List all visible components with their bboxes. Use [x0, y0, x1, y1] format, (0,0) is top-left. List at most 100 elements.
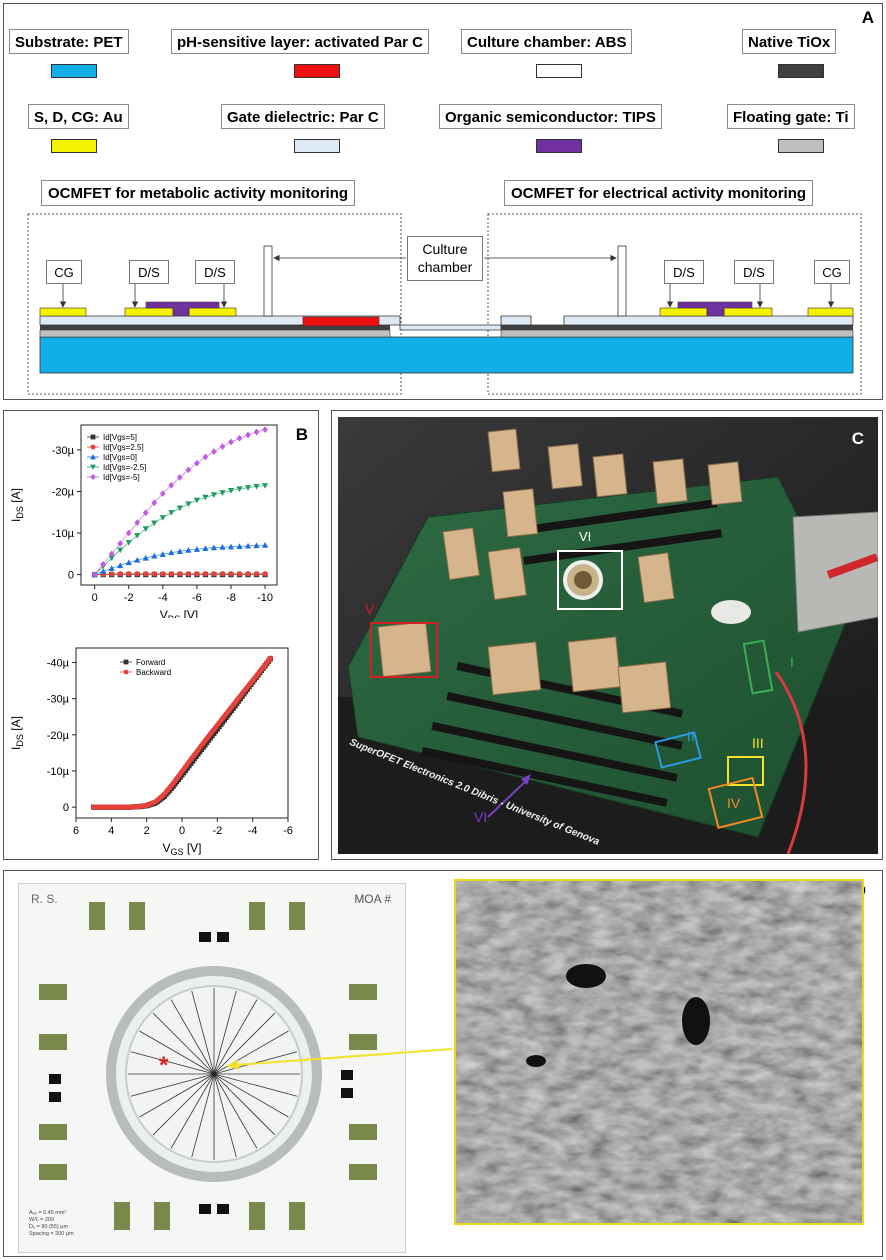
swatch-native-tiox — [778, 64, 824, 78]
x-tick-label: 4 — [108, 825, 114, 837]
x-tick-label: -2 — [124, 592, 134, 604]
x-axis-label: VGS [V] — [162, 841, 201, 857]
data-point — [210, 544, 218, 551]
radial-trace — [213, 1012, 276, 1075]
chart-legend: Id[Vgs=5]Id[Vgs=2.5]Id[Vgs=0]Id[Vgs=-2.5… — [87, 433, 146, 482]
x-tick-label: 6 — [73, 825, 79, 837]
metabolic-region-outline — [27, 213, 402, 395]
left-cg-electrode — [39, 307, 87, 317]
data-point — [176, 548, 183, 554]
radial-trace — [130, 1051, 215, 1075]
data-point — [236, 486, 243, 493]
mea-chip-photo: R. S. MOA # * Aₑₒ = 0.45 mm² W/L = 200 D… — [18, 883, 406, 1253]
x-tick-label: -6 — [283, 825, 293, 837]
legend-au: S, D, CG: Au — [28, 104, 129, 129]
data-point — [151, 520, 158, 527]
data-point — [236, 543, 243, 549]
data-point — [134, 556, 141, 563]
electronics-board-photo — [338, 417, 878, 854]
data-point — [202, 453, 209, 461]
board-knob — [711, 600, 751, 624]
asterisk-mark: * — [159, 1052, 169, 1079]
chamber-label-line1: Culture — [422, 241, 468, 257]
data-point — [236, 571, 243, 577]
data-point — [261, 483, 269, 489]
spec-diameter: Dₒ = 90 (55) µm — [29, 1224, 69, 1230]
data-point — [91, 571, 98, 578]
legend-culture-chamber: Culture chamber: ABS — [461, 29, 633, 54]
left-ds-electrode-2 — [188, 307, 237, 317]
data-point — [108, 555, 115, 562]
data-point — [194, 571, 200, 577]
swatch-culture-chamber — [536, 64, 582, 78]
ph-sensitive-layer — [302, 316, 380, 327]
legend-substrate: Substrate: PET — [9, 29, 129, 54]
swatch-gate-dielectric — [294, 139, 340, 153]
data-point — [151, 571, 157, 577]
data-point — [227, 543, 235, 550]
x-tick-label: -10 — [257, 592, 273, 604]
legend-marker — [90, 444, 96, 450]
y-tick-label: -30µ — [52, 445, 75, 457]
spec-spacing: Spacing = 200 µm — [29, 1231, 74, 1237]
microscopy-image — [454, 879, 864, 1225]
data-point — [151, 499, 158, 507]
data-point — [185, 546, 192, 553]
left-ds-electrode-1 — [124, 307, 174, 317]
legend-label: Backward — [136, 668, 171, 677]
x-tick-label: -4 — [158, 592, 168, 604]
swatch-ph-layer — [294, 64, 340, 78]
radial-trace — [152, 1012, 215, 1075]
mea-chip-drawing — [39, 902, 377, 1230]
x-tick-label: -8 — [226, 592, 236, 604]
series-line — [94, 485, 266, 575]
data-point — [227, 488, 235, 494]
data-point — [194, 459, 200, 467]
chamber-wall-right — [617, 245, 627, 317]
radial-trace — [213, 990, 237, 1075]
data-point — [253, 571, 260, 577]
mark-box-vi-top — [557, 550, 623, 610]
floating-gate-left — [39, 329, 391, 338]
data-point — [177, 571, 183, 577]
mark-label-v: V — [365, 601, 375, 617]
device-cross-section — [27, 213, 862, 395]
mark-label-i: I — [790, 654, 794, 670]
data-point — [236, 434, 243, 442]
substrate-layer — [39, 336, 854, 374]
data-point — [134, 519, 141, 527]
radial-trace — [213, 1073, 237, 1158]
x-axis-label: VDS [V] — [160, 608, 199, 618]
native-tiox-right — [501, 325, 853, 330]
chip-id: R. S. — [31, 892, 58, 906]
vi-arrow — [487, 778, 529, 818]
radial-trace — [130, 1073, 215, 1097]
legend-marker — [123, 669, 129, 675]
mark-box-i — [742, 639, 774, 695]
data-point — [219, 544, 226, 550]
native-tiox-left — [40, 325, 390, 330]
data-point — [262, 571, 268, 577]
data-point — [159, 551, 166, 557]
data-point — [219, 443, 226, 450]
data-point — [253, 483, 260, 490]
transfer-characteristics-chart: 6 4 2 0 -2 -4 -6 0 -10µ -20µ -30µ -40µ VGS [V] IDS [A… — [9, 647, 293, 857]
x-tick-label: -4 — [248, 825, 258, 837]
data-point — [117, 540, 124, 547]
chamber-label: Culture chamber — [407, 236, 483, 281]
data-point — [117, 562, 124, 569]
label-right-cg: CG — [814, 260, 850, 284]
data-point — [142, 509, 149, 517]
legend-label: Id[Vgs=5] — [103, 433, 137, 442]
contact-pads — [39, 902, 377, 1230]
mea-well-center — [574, 571, 592, 589]
data-point — [125, 559, 132, 566]
data-point — [151, 552, 158, 559]
radial-trace — [170, 1073, 215, 1149]
data-point — [262, 426, 268, 433]
data-point — [126, 571, 132, 577]
data-point — [117, 547, 124, 554]
spec-area: Aₑₒ = 0.45 mm² — [29, 1210, 67, 1216]
data-point — [228, 571, 234, 577]
mark-label-vi-top: VI — [579, 529, 592, 544]
